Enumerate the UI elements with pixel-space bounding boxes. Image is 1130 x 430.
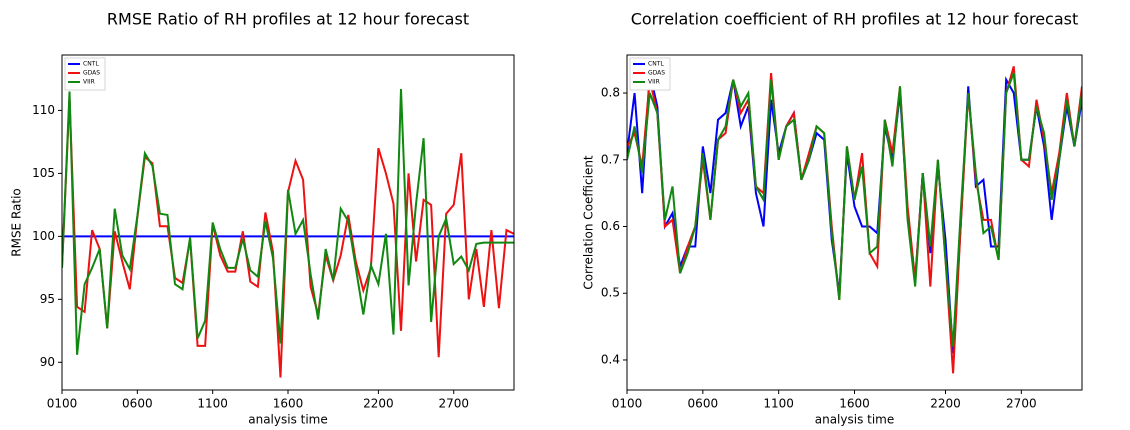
x-tick-label: 2700 [1006,397,1037,411]
x-tick-label: 1600 [273,397,304,411]
y-tick-label: 0.5 [601,286,620,300]
x-tick-label: 2200 [363,397,394,411]
chart-title: RMSE Ratio of RH profiles at 12 hour for… [107,10,469,29]
plot-frame [626,54,1083,391]
x-tick-label: 1600 [839,397,870,411]
legend-label: GDAS [83,70,100,77]
legend-label: CNTL [648,61,664,68]
series-line [62,97,514,378]
legend-label: VIIR [648,79,660,86]
y-tick-label: 105 [32,166,55,180]
x-axis-label: analysis time [248,413,328,427]
series-line [627,72,1082,354]
y-tick-label: 110 [32,103,55,117]
plot-frame [61,54,515,391]
x-tick-label: 0100 [612,397,643,411]
x-tick-label: 1100 [763,397,794,411]
y-tick-label: 0.8 [601,86,620,100]
x-axis-label: analysis time [815,413,895,427]
x-tick-label: 0600 [688,397,719,411]
y-tick-label: 90 [40,355,55,369]
y-tick-label: 95 [40,292,55,306]
x-tick-label: 0100 [47,397,78,411]
y-tick-label: 0.7 [601,152,620,166]
x-tick-label: 2700 [438,397,469,411]
x-tick-label: 2200 [930,397,961,411]
y-tick-label: 100 [32,229,55,243]
x-tick-label: 1100 [197,397,228,411]
y-axis-label: RMSE Ratio [10,188,24,257]
x-tick-label: 0600 [122,397,153,411]
legend-label: VIIR [83,79,95,86]
y-tick-label: 0.6 [601,219,620,233]
y-axis-label: Correlation Coefficient [582,155,596,290]
legend-label: GDAS [648,70,665,77]
chart-title: Correlation coefficient of RH profiles a… [631,10,1079,29]
legend-label: CNTL [83,61,99,68]
series-line [62,88,514,355]
y-tick-label: 0.4 [601,352,620,366]
series-line [627,72,1082,347]
